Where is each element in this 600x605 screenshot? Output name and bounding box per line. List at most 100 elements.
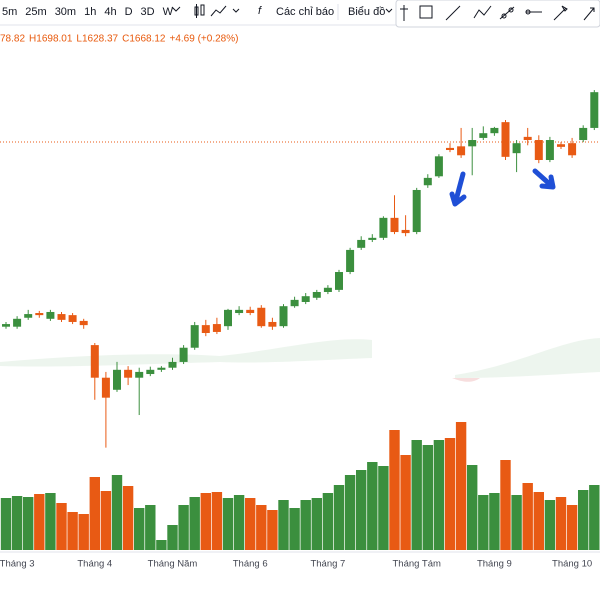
arrow-tool[interactable] <box>583 7 595 21</box>
volume-bar <box>267 510 278 550</box>
drag-handle[interactable] <box>400 5 408 21</box>
volume-bar <box>111 475 123 550</box>
volume-bar <box>411 440 422 550</box>
candle-body <box>312 291 321 298</box>
interval-button[interactable]: W <box>163 6 174 18</box>
x-tick-label: Tháng 6 <box>233 559 268 570</box>
dropdown-arrow <box>232 8 240 13</box>
volume-bar <box>89 477 100 550</box>
volume-bar <box>67 512 78 550</box>
volume-bar <box>389 430 400 550</box>
volume-bar <box>522 483 533 550</box>
candle-body <box>379 217 388 238</box>
candle-body <box>46 311 55 319</box>
candle-body <box>290 299 299 307</box>
rect-tool[interactable] <box>419 5 433 19</box>
volume-bar <box>156 540 167 550</box>
volume-bar <box>400 455 411 550</box>
volume-bar <box>578 490 589 550</box>
candle-body <box>179 347 188 362</box>
volume-bar <box>566 505 578 550</box>
volume-bar <box>134 508 145 550</box>
volume-bar <box>0 498 12 550</box>
volume-bar <box>478 495 489 550</box>
cloud-area <box>452 378 480 382</box>
candle-body <box>268 321 277 327</box>
candle-body <box>157 367 166 370</box>
trend-tool[interactable] <box>445 5 461 21</box>
interval-button[interactable]: D <box>125 6 133 18</box>
candle-body <box>335 272 343 290</box>
candle-body <box>124 369 133 378</box>
volume-bar <box>11 496 23 550</box>
volume-bar <box>245 498 256 550</box>
dropdown-arrow <box>171 6 181 12</box>
x-tick-label: Tháng 7 <box>310 559 345 570</box>
x-tick-label: Tháng Năm <box>148 559 198 570</box>
candle-body <box>412 189 421 233</box>
volume-bar <box>356 470 367 550</box>
candle-body <box>13 318 22 327</box>
volume-bar <box>289 508 300 550</box>
drawing-toolbar <box>395 0 600 28</box>
volume-bar <box>222 498 234 550</box>
interval-button[interactable]: 3D <box>141 6 155 18</box>
path-tool[interactable] <box>473 5 492 19</box>
interval-button[interactable]: 25m <box>25 6 46 18</box>
candle-body <box>24 314 33 318</box>
interval-button[interactable]: 4h <box>104 6 116 18</box>
candle-body <box>224 309 232 327</box>
volume-bar <box>422 445 433 550</box>
volume-bar <box>167 525 178 550</box>
drawing-tools <box>400 5 595 21</box>
chart-menu-button[interactable]: Biểu đồ <box>348 6 385 18</box>
pen-tool[interactable] <box>553 5 568 21</box>
ohlc-open: 78.82 <box>0 34 25 45</box>
indicators-button[interactable]: Các chỉ báo <box>276 6 334 18</box>
candle-body <box>401 229 410 234</box>
ohlc-low: L1628.37 <box>76 34 118 45</box>
volume-bar <box>511 495 522 550</box>
candle-body <box>257 307 266 327</box>
volume-bar <box>589 485 600 550</box>
annotation-arrow <box>532 168 556 190</box>
fx-icon: f <box>258 5 262 17</box>
candle-body <box>468 140 477 147</box>
candle-body <box>113 369 121 390</box>
candle-body <box>479 133 488 138</box>
candle-body <box>168 361 177 368</box>
candle-body <box>68 315 77 322</box>
volume-bar <box>233 495 245 550</box>
candle-body <box>201 325 210 334</box>
volume-bar <box>444 438 456 550</box>
volume-bar <box>455 422 467 550</box>
volume-bar <box>333 485 345 550</box>
x-tick-label: Tháng 10 <box>552 559 592 570</box>
candle-body <box>146 369 155 375</box>
x-tick-label: Tháng 3 <box>0 559 35 570</box>
candle-body <box>579 127 588 141</box>
candle-body <box>90 345 99 378</box>
volume-bar <box>467 465 478 550</box>
candle-body <box>390 217 399 233</box>
volume-bar <box>300 500 311 550</box>
volume-bar <box>311 498 322 550</box>
candle-body <box>357 239 366 248</box>
interval-button[interactable]: 1h <box>84 6 96 18</box>
ohlc-high: H1698.01 <box>29 34 73 45</box>
candle-body <box>523 136 532 141</box>
candle-body <box>101 377 110 398</box>
candle-body <box>279 306 288 327</box>
candle-body <box>446 147 454 151</box>
volume-bar <box>433 440 445 550</box>
candle-body <box>35 313 44 316</box>
volume-bar <box>200 493 211 550</box>
volume-bar <box>45 493 56 550</box>
interval-button[interactable]: 5m <box>2 6 17 18</box>
cloud-area <box>455 338 600 378</box>
candle-body <box>368 237 377 240</box>
interval-button[interactable]: 30m <box>55 6 76 18</box>
volume-bar <box>122 486 134 550</box>
volume-bar <box>256 505 267 550</box>
